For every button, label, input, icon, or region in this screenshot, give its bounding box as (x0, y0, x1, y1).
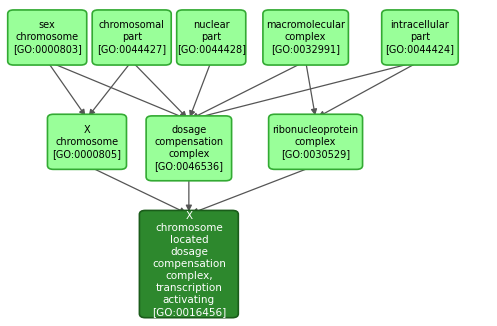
FancyBboxPatch shape (48, 114, 127, 170)
Text: sex
chromosome
[GO:0000803]: sex chromosome [GO:0000803] (13, 21, 82, 54)
FancyBboxPatch shape (268, 114, 363, 170)
FancyBboxPatch shape (177, 10, 246, 65)
Text: nuclear
part
[GO:0044428]: nuclear part [GO:0044428] (177, 21, 246, 54)
Text: X
chromosome
located
dosage
compensation
complex,
transcription
activating
[GO:0: X chromosome located dosage compensation… (152, 211, 226, 317)
Text: dosage
compensation
complex
[GO:0046536]: dosage compensation complex [GO:0046536] (154, 125, 224, 171)
FancyBboxPatch shape (146, 116, 232, 181)
FancyBboxPatch shape (139, 211, 239, 318)
Text: chromosomal
part
[GO:0044427]: chromosomal part [GO:0044427] (97, 21, 166, 54)
FancyBboxPatch shape (263, 10, 348, 65)
FancyBboxPatch shape (7, 10, 86, 65)
FancyBboxPatch shape (382, 10, 458, 65)
Text: ribonucleoprotein
complex
[GO:0030529]: ribonucleoprotein complex [GO:0030529] (272, 125, 359, 159)
Text: intracellular
part
[GO:0044424]: intracellular part [GO:0044424] (386, 21, 454, 54)
Text: macromolecular
complex
[GO:0032991]: macromolecular complex [GO:0032991] (266, 21, 345, 54)
FancyBboxPatch shape (92, 10, 171, 65)
Text: X
chromosome
[GO:0000805]: X chromosome [GO:0000805] (53, 125, 121, 159)
